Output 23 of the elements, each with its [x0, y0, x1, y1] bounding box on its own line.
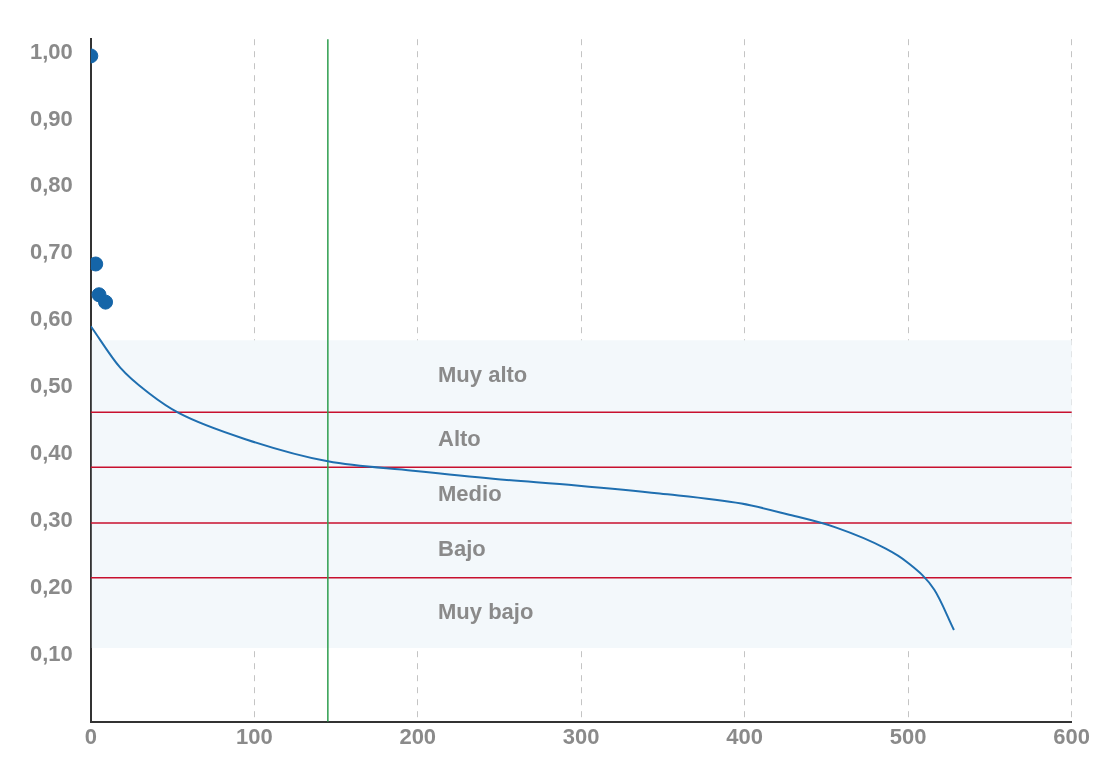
- x-tick-label: 200: [399, 723, 437, 749]
- band-label: Muy bajo: [438, 598, 534, 624]
- y-tick-label: 0,30: [29, 506, 73, 532]
- x-tick-label: 0: [84, 723, 97, 749]
- y-tick-label: 0,20: [29, 573, 73, 599]
- y-tick-label: 0,80: [29, 172, 73, 198]
- band-label: Alto: [438, 425, 481, 451]
- y-tick-label: 0,60: [29, 306, 73, 332]
- y-tick-label: 0,50: [29, 373, 73, 399]
- x-tick-label: 400: [726, 723, 764, 749]
- y-tick-label: 0,40: [29, 440, 73, 466]
- x-tick-label: 600: [1053, 723, 1091, 749]
- line-series: [90, 325, 955, 631]
- x-tick-label: 100: [235, 723, 273, 749]
- band-label: Bajo: [438, 536, 486, 562]
- y-tick-label: 1,00: [29, 38, 73, 64]
- band-label: Medio: [438, 481, 502, 507]
- x-tick-label: 300: [562, 723, 600, 749]
- y-tick-label: 0,90: [29, 105, 73, 131]
- band-label: Muy alto: [438, 362, 528, 388]
- x-tick-label: 500: [889, 723, 927, 749]
- y-tick-label: 0,10: [29, 640, 73, 666]
- y-tick-label: 0,70: [29, 239, 73, 265]
